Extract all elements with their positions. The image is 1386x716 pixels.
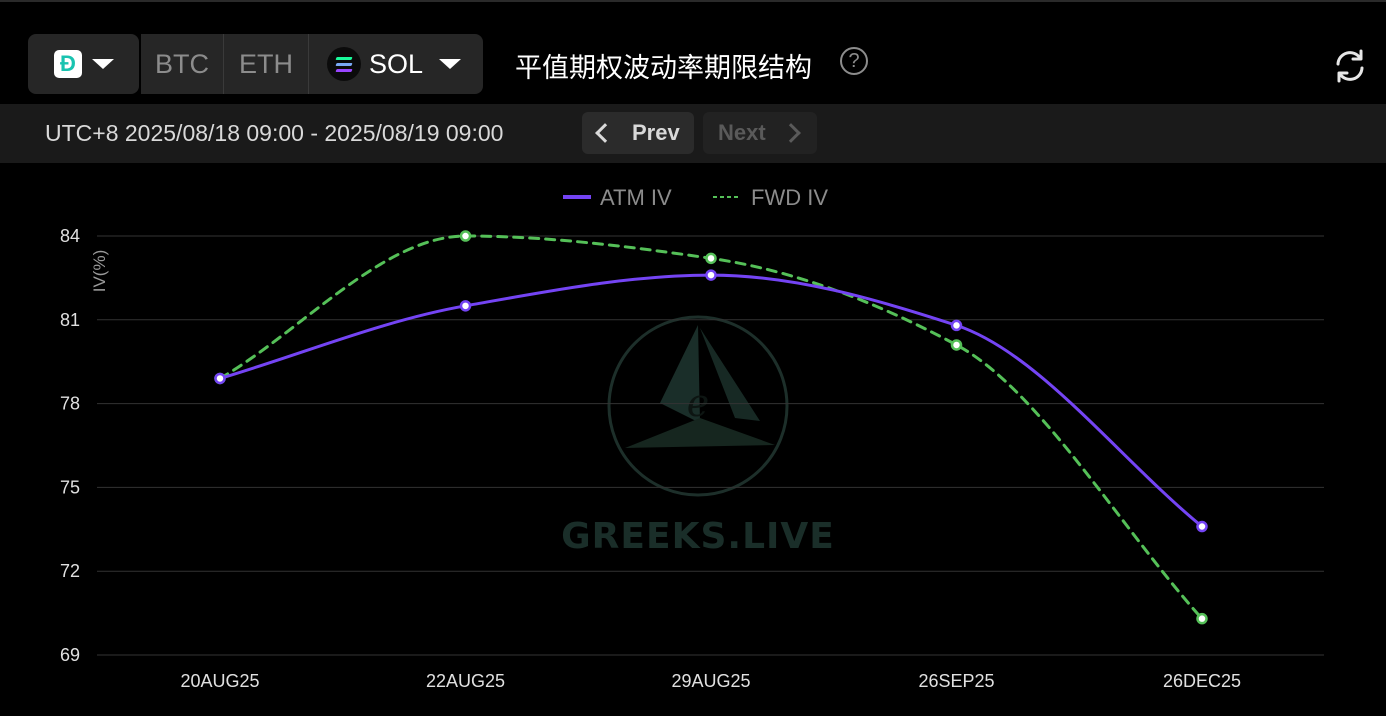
grid (97, 235, 1324, 656)
y-tick-label: 69 (60, 645, 80, 665)
time-bar: UTC+8 2025/08/18 09:00 - 2025/08/19 09:0… (0, 104, 1386, 163)
top-border (0, 0, 1386, 2)
watermark: e GREEKS.LIVE (561, 315, 835, 557)
series (214, 230, 1208, 625)
next-button[interactable]: Next (703, 112, 817, 154)
y-axis-title: IV(%) (90, 250, 109, 293)
x-tick-label: 20AUG25 (180, 671, 259, 691)
watermark-letter: e (687, 381, 710, 425)
data-point-fwd (705, 252, 717, 265)
iv-term-structure-chart: e GREEKS.LIVE ATM IV FWD IV IV(%) 84 81 78… (60, 185, 1324, 691)
y-tick-label: 75 (60, 477, 80, 497)
legend-atm-label[interactable]: ATM IV (600, 185, 672, 210)
data-point-atm (705, 269, 717, 281)
deribit-logo-icon: Đ (54, 50, 82, 78)
next-label: Next (718, 120, 766, 145)
chevron-right-icon (780, 123, 801, 143)
y-tick-label: 78 (60, 394, 80, 414)
x-axis-ticks: 20AUG25 22AUG25 29AUG25 26SEP25 26DEC25 (180, 671, 1241, 691)
series-line-atm (218, 273, 1204, 529)
data-point-atm (1196, 520, 1208, 533)
watermark-shape (660, 325, 700, 423)
solana-logo-icon (327, 47, 361, 81)
coin-tab-eth[interactable]: ETH (224, 34, 309, 94)
y-tick-label: 81 (60, 310, 80, 330)
watermark-text: GREEKS.LIVE (561, 516, 835, 557)
data-point-atm (459, 300, 472, 312)
prev-label: Prev (632, 120, 680, 145)
legend: ATM IV FWD IV (563, 185, 828, 210)
help-icon[interactable]: ? (840, 47, 868, 75)
coin-tab-sol-label: SOL (369, 48, 424, 79)
data-point-atm (950, 319, 963, 332)
refresh-icon[interactable] (1332, 48, 1368, 84)
x-tick-label: 29AUG25 (671, 671, 750, 691)
data-point-fwd (459, 230, 472, 242)
exchange-select[interactable]: Đ (28, 34, 139, 94)
x-tick-label: 22AUG25 (426, 671, 505, 691)
chevron-down-icon (439, 59, 462, 69)
x-tick-label: 26SEP25 (918, 671, 994, 691)
y-axis-ticks: 84 81 78 75 72 69 (60, 226, 80, 665)
y-tick-label: 84 (60, 226, 80, 246)
y-tick-label: 72 (60, 561, 80, 581)
watermark-shape (625, 418, 775, 448)
header: Đ BTC ETH SOL 平值期权波动率期限结构 ? (0, 0, 1386, 104)
page-title: 平值期权波动率期限结构 (515, 53, 812, 84)
legend-fwd-label[interactable]: FWD IV (751, 185, 828, 210)
prev-button[interactable]: Prev (582, 112, 694, 154)
coin-tab-btc[interactable]: BTC (141, 34, 224, 94)
chevron-left-icon (595, 123, 615, 143)
x-tick-label: 26DEC25 (1163, 671, 1241, 691)
watermark-shape (700, 328, 760, 421)
chevron-down-icon (92, 59, 114, 69)
data-point-atm (214, 372, 226, 385)
data-point-fwd (950, 339, 963, 351)
coin-tab-sol[interactable]: SOL (309, 34, 483, 94)
watermark-circle (607, 315, 789, 497)
data-point-fwd (1196, 612, 1208, 625)
time-range: UTC+8 2025/08/18 09:00 - 2025/08/19 09:0… (45, 120, 504, 146)
coin-selector: BTC ETH SOL (141, 34, 483, 94)
